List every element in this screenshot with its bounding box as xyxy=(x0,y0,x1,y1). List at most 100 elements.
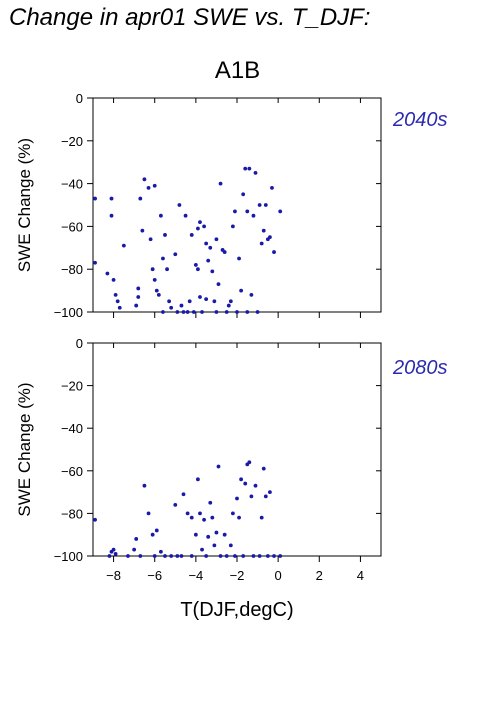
data-point xyxy=(150,267,155,272)
data-point xyxy=(261,228,266,233)
data-point xyxy=(185,310,190,314)
data-point xyxy=(93,517,97,522)
data-point xyxy=(107,554,112,558)
data-points xyxy=(93,460,283,558)
data-point xyxy=(196,267,200,272)
data-point xyxy=(136,295,141,299)
data-point xyxy=(259,241,264,246)
data-point xyxy=(179,303,184,308)
y-tick-label: −60 xyxy=(61,464,83,479)
data-point xyxy=(263,203,268,207)
data-point xyxy=(239,288,244,293)
data-point xyxy=(204,554,209,558)
data-point xyxy=(117,305,122,310)
data-point xyxy=(142,483,147,488)
y-tick-label: 0 xyxy=(76,91,83,106)
data-point xyxy=(241,554,246,558)
data-point xyxy=(126,554,130,558)
data-point xyxy=(200,310,204,314)
data-point xyxy=(257,554,262,558)
data-point xyxy=(245,310,250,314)
data-point xyxy=(216,464,221,469)
data-point xyxy=(165,267,169,272)
data-point xyxy=(210,515,215,520)
y-tick-label: −80 xyxy=(61,262,83,277)
data-point xyxy=(173,502,178,507)
plot-frame xyxy=(92,342,382,557)
data-point xyxy=(270,185,274,190)
data-point xyxy=(278,554,283,558)
data-point xyxy=(191,310,196,314)
data-point xyxy=(249,292,254,297)
data-point xyxy=(214,310,219,314)
data-point xyxy=(187,299,192,304)
data-point xyxy=(261,466,266,471)
data-point xyxy=(189,233,194,237)
data-point xyxy=(272,554,276,558)
scatter-panel-2040s: 0 −20 −40 −60 −80 −100 SWE Change (%) 2040s xyxy=(15,91,448,320)
data-point xyxy=(208,245,213,250)
data-point xyxy=(241,192,246,197)
data-point xyxy=(109,213,114,218)
page-title: Change in apr01 SWE vs. T_DJF: xyxy=(9,4,371,31)
data-point xyxy=(224,554,229,558)
data-point xyxy=(105,271,110,276)
data-point xyxy=(158,213,163,218)
data-point xyxy=(212,543,217,548)
data-point xyxy=(247,460,252,465)
data-point xyxy=(204,241,209,246)
y-tick-label: −40 xyxy=(61,177,83,192)
y-axis-title: SWE Change (%) xyxy=(15,382,34,516)
data-point xyxy=(210,269,215,274)
data-point xyxy=(121,243,126,248)
data-point xyxy=(109,196,114,201)
data-point xyxy=(93,196,97,201)
data-point xyxy=(136,286,141,291)
data-point xyxy=(183,213,188,218)
data-point xyxy=(175,310,180,314)
data-point xyxy=(237,256,241,261)
y-tick-label: −80 xyxy=(61,506,83,521)
data-point xyxy=(233,209,237,214)
data-point xyxy=(113,292,118,297)
data-point xyxy=(146,511,151,516)
data-point xyxy=(222,532,227,537)
data-point xyxy=(169,554,174,558)
data-point xyxy=(163,233,167,237)
data-point xyxy=(193,263,198,267)
data-point xyxy=(152,278,157,282)
data-point xyxy=(132,547,137,552)
data-point xyxy=(138,554,143,558)
data-point xyxy=(247,166,252,171)
data-point xyxy=(235,310,239,314)
data-point xyxy=(243,481,248,486)
data-point xyxy=(253,483,258,488)
data-point xyxy=(150,532,155,537)
data-point xyxy=(169,305,174,310)
x-tick-label: −4 xyxy=(188,568,203,583)
data-point xyxy=(218,554,223,558)
data-point xyxy=(148,237,153,242)
period-label: 2040s xyxy=(392,109,448,131)
y-tick-label: −100 xyxy=(54,305,83,320)
data-point xyxy=(156,292,161,297)
data-point xyxy=(228,543,233,548)
data-point xyxy=(161,310,165,314)
data-point xyxy=(198,295,202,299)
x-tick-label: 4 xyxy=(357,568,364,583)
data-point xyxy=(249,494,254,499)
data-point xyxy=(163,554,167,558)
data-point xyxy=(230,224,235,229)
data-point xyxy=(204,297,209,302)
data-point xyxy=(189,554,194,558)
data-point xyxy=(185,511,190,516)
data-point xyxy=(198,220,202,225)
x-tick-label: −6 xyxy=(147,568,162,583)
data-point xyxy=(175,554,180,558)
data-point xyxy=(93,260,97,265)
data-point xyxy=(142,177,147,182)
data-point xyxy=(179,554,184,558)
data-point xyxy=(212,299,217,304)
data-point xyxy=(198,511,202,516)
